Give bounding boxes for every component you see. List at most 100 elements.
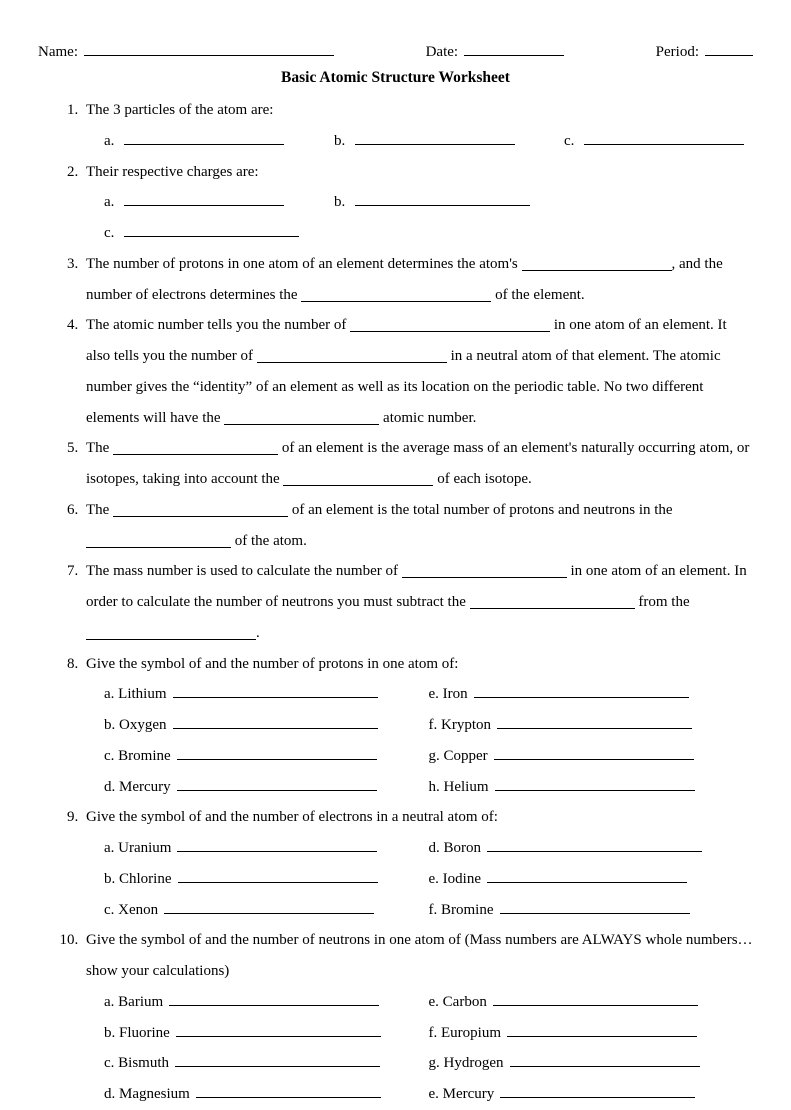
q9-b-blank[interactable] [178,867,378,883]
q9-e-blank[interactable] [487,867,687,883]
q4-blank-3[interactable] [224,409,379,424]
q9-b: b. Chlorine [104,864,172,895]
q10-d: d. Magnesium [104,1079,190,1110]
q6-p3: of the atom. [231,533,307,549]
q8-e-blank[interactable] [474,682,689,698]
q6-p1: The [86,502,113,518]
q8-d: d. Mercury [104,772,171,803]
q9-d: d. Boron [429,833,482,864]
q4-p4: atomic number. [379,410,476,426]
q5-blank-2[interactable] [283,471,433,486]
q6-blank-1[interactable] [113,502,288,517]
question-10: Give the symbol of and the number of neu… [82,925,753,1110]
name-label: Name: [38,44,78,61]
q5-blank-1[interactable] [113,440,278,455]
worksheet-page: Name: Date: Period: Basic Atomic Structu… [0,0,791,1024]
q7-p1: The mass number is used to calculate the… [86,563,402,579]
question-7: The mass number is used to calculate the… [82,556,753,648]
question-3: The number of protons in one atom of an … [82,249,753,311]
q2-answers: a. b. c. [86,187,753,249]
q9-c-blank[interactable] [164,898,374,914]
q9-text: Give the symbol of and the number of ele… [86,809,498,825]
q5-p3: of each isotope. [433,471,531,487]
q10-a: a. Barium [104,987,163,1018]
q10-text: Give the symbol of and the number of neu… [86,932,753,979]
q10-e-blank[interactable] [493,990,698,1006]
q8-h: h. Helium [429,772,489,803]
q2-b-blank[interactable] [355,190,530,206]
q9-items: a. Uranium b. Chlorine c. Xenon d. Boron… [86,833,753,925]
q5-p1: The [86,440,113,456]
q8-g-blank[interactable] [494,744,694,760]
q1-c-blank[interactable] [584,129,744,145]
q8-e: e. Iron [429,679,468,710]
q9-f-blank[interactable] [500,898,690,914]
q10-f-blank[interactable] [507,1021,697,1037]
q10-items: a. Barium b. Fluorine c. Bismuth d. Magn… [86,987,753,1110]
q4-p1: The atomic number tells you the number o… [86,317,350,333]
q2-text: Their respective charges are: [86,164,259,180]
q1-text: The 3 particles of the atom are: [86,102,273,118]
q8-items: a. Lithium b. Oxygen c. Bromine d. Mercu… [86,679,753,802]
q1-a-blank[interactable] [124,129,284,145]
date-field: Date: [426,40,564,61]
q8-f-blank[interactable] [497,713,692,729]
q8-h-blank[interactable] [495,775,695,791]
q9-a: a. Uranium [104,833,171,864]
question-5: The of an element is the average mass of… [82,433,753,495]
page-title: Basic Atomic Structure Worksheet [38,69,753,87]
q2-b-label: b. [334,187,345,218]
q10-f: f. Europium [429,1018,502,1049]
q3-p1: The number of protons in one atom of an … [86,256,522,272]
question-4: The atomic number tells you the number o… [82,310,753,433]
q2-a-blank[interactable] [124,190,284,206]
question-list: The 3 particles of the atom are: a. b. c… [38,95,753,1110]
q1-a-label: a. [104,126,114,157]
q8-a: a. Lithium [104,679,167,710]
question-8: Give the symbol of and the number of pro… [82,649,753,803]
q8-d-blank[interactable] [177,775,377,791]
q1-b-blank[interactable] [355,129,515,145]
q8-c-blank[interactable] [177,744,377,760]
q10-a-blank[interactable] [169,990,379,1006]
date-blank[interactable] [464,40,564,56]
q7-p4: . [256,625,260,641]
q1-c-label: c. [564,126,574,157]
q3-blank-2[interactable] [301,286,491,301]
q8-b: b. Oxygen [104,710,167,741]
header-row: Name: Date: Period: [38,40,753,61]
period-label: Period: [656,44,699,61]
q4-blank-1[interactable] [350,317,550,332]
q4-blank-2[interactable] [257,348,447,363]
q1-answers: a. b. c. [86,126,753,157]
period-blank[interactable] [705,40,753,56]
name-field: Name: [38,40,334,61]
q8-c: c. Bromine [104,741,171,772]
q8-b-blank[interactable] [173,713,378,729]
q10-d-blank[interactable] [196,1082,381,1098]
q10-c: c. Bismuth [104,1048,169,1079]
q7-blank-3[interactable] [86,625,256,640]
q10-e: e. Carbon [429,987,487,1018]
q2-c-blank[interactable] [124,221,299,237]
question-2: Their respective charges are: a. b. c. [82,157,753,249]
period-field: Period: [656,40,753,61]
q3-blank-1[interactable] [522,256,672,271]
q10-h: e. Mercury [429,1079,495,1110]
q10-b-blank[interactable] [176,1021,381,1037]
q9-d-blank[interactable] [487,836,702,852]
q7-blank-1[interactable] [402,563,567,578]
q10-c-blank[interactable] [175,1051,380,1067]
q2-a-label: a. [104,187,114,218]
name-blank[interactable] [84,40,334,56]
q6-blank-2[interactable] [86,532,231,547]
q9-e: e. Iodine [429,864,481,895]
q10-g-blank[interactable] [510,1051,700,1067]
q10-h-blank[interactable] [500,1082,695,1098]
q8-a-blank[interactable] [173,682,378,698]
q9-a-blank[interactable] [177,836,377,852]
q7-p3: from the [635,594,690,610]
q8-f: f. Krypton [429,710,492,741]
q7-blank-2[interactable] [470,594,635,609]
q6-p2: of an element is the total number of pro… [288,502,673,518]
